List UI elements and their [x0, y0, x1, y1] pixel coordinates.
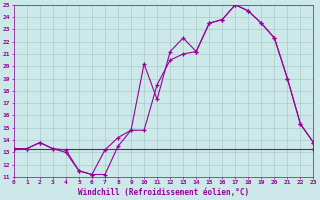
X-axis label: Windchill (Refroidissement éolien,°C): Windchill (Refroidissement éolien,°C)	[78, 188, 249, 197]
